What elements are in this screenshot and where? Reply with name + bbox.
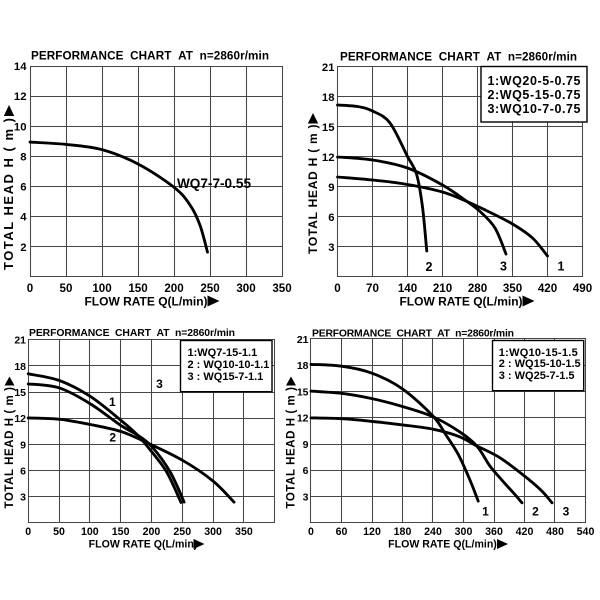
svg-text:14: 14 [14,61,27,73]
svg-text:2 : WQ10-10-1.1: 2 : WQ10-10-1.1 [188,359,270,371]
svg-text:300: 300 [204,526,222,538]
svg-text:1:WQ20-5-0.75: 1:WQ20-5-0.75 [488,74,581,88]
svg-text:1:WQ10-15-1.5: 1:WQ10-15-1.5 [499,347,578,359]
svg-text:15: 15 [297,386,309,398]
svg-text:3 : WQ25-7-1.5: 3 : WQ25-7-1.5 [499,370,575,382]
svg-text:1: 1 [482,505,489,519]
svg-text:350: 350 [272,282,291,295]
svg-text:240: 240 [424,526,442,538]
svg-text:12: 12 [297,413,309,425]
svg-text:2: 2 [426,260,433,274]
svg-text:TOTAL HEAD H ( m ): TOTAL HEAD H ( m ) [1,118,16,270]
svg-text:200: 200 [164,282,183,295]
svg-text:350: 350 [235,526,253,538]
svg-text:1: 1 [558,260,565,274]
svg-text:1:WQ7-15-1.1: 1:WQ7-15-1.1 [188,347,258,359]
svg-text:1: 1 [109,395,116,409]
svg-text:120: 120 [363,526,381,538]
svg-text:18: 18 [14,361,26,373]
svg-text:60: 60 [336,526,348,538]
svg-text:18: 18 [322,92,335,104]
svg-text:6: 6 [303,465,309,477]
svg-text:PERFORMANCE CHART AT n=2860: PERFORMANCE CHART AT n=2860r/min [312,329,514,340]
svg-text:480: 480 [546,526,564,538]
svg-text:9: 9 [20,439,26,451]
svg-text:6: 6 [20,465,26,477]
svg-text:15: 15 [322,122,335,134]
svg-text:2: 2 [20,242,26,254]
svg-text:70: 70 [366,282,379,295]
svg-text:2: 2 [109,431,116,445]
svg-text:9: 9 [328,182,334,194]
svg-text:FLOW RATE Q(L/min): FLOW RATE Q(L/min) [84,295,207,309]
svg-text:350: 350 [503,282,522,295]
svg-text:0: 0 [27,282,33,295]
svg-text:2 : WQ15-10-1.5: 2 : WQ15-10-1.5 [499,358,581,370]
svg-text:250: 250 [173,526,191,538]
svg-text:250: 250 [200,282,219,295]
svg-text:180: 180 [394,526,412,538]
svg-text:21: 21 [14,335,26,347]
svg-text:4: 4 [20,212,27,224]
svg-text:8: 8 [20,151,26,163]
svg-text:3: 3 [563,505,570,519]
svg-text:100: 100 [81,526,99,538]
svg-text:PERFORMANCE CHART AT n=2860: PERFORMANCE CHART AT n=2860r/min [29,328,235,339]
svg-text:420: 420 [538,282,557,295]
svg-text:100: 100 [92,282,111,295]
svg-text:FLOW RATE Q(L/min): FLOW RATE Q(L/min) [399,295,522,309]
svg-text:540: 540 [577,526,595,538]
svg-text:PERFORMANCE CHART AT n=2860: PERFORMANCE CHART AT n=2860r/min [31,50,269,63]
svg-text:12: 12 [14,413,26,425]
svg-text:3: 3 [303,492,309,504]
svg-text:3: 3 [20,492,26,504]
svg-text:6: 6 [328,212,334,224]
svg-text:21: 21 [297,334,309,346]
svg-text:280: 280 [468,282,487,295]
svg-text:FLOW RATE Q(L/min): FLOW RATE Q(L/min) [388,539,497,551]
svg-text:FLOW RATE Q(L/min): FLOW RATE Q(L/min) [89,539,198,551]
svg-text:PERFORMANCE CHART AT n=2860: PERFORMANCE CHART AT n=2860r/min [340,51,577,64]
svg-text:18: 18 [297,360,309,372]
svg-text:6: 6 [20,182,26,194]
svg-text:3: 3 [156,377,163,391]
svg-text:300: 300 [236,282,255,295]
svg-text:0: 0 [334,282,340,295]
svg-text:TOTAL HEAD H ( m ): TOTAL HEAD H ( m ) [286,387,298,509]
svg-text:490: 490 [573,282,592,295]
svg-text:420: 420 [516,526,534,538]
svg-text:300: 300 [455,526,473,538]
svg-text:0: 0 [308,526,314,538]
svg-text:9: 9 [303,439,309,451]
svg-text:TOTAL HEAD H ( m ): TOTAL HEAD H ( m ) [306,124,320,254]
svg-text:3 : WQ15-7-1.1: 3 : WQ15-7-1.1 [188,371,264,383]
svg-text:50: 50 [53,526,65,538]
svg-text:12: 12 [14,91,27,103]
svg-text:150: 150 [112,526,130,538]
svg-text:2:WQ5-15-0.75: 2:WQ5-15-0.75 [488,88,581,102]
svg-text:2: 2 [532,505,539,519]
svg-text:0: 0 [25,526,31,538]
svg-text:10: 10 [14,121,27,133]
svg-text:TOTAL HEAD H ( m ): TOTAL HEAD H ( m ) [4,387,16,509]
svg-text:12: 12 [322,152,335,164]
svg-text:21: 21 [322,62,335,74]
svg-text:150: 150 [128,282,147,295]
svg-text:WQ7-7-0.55: WQ7-7-0.55 [177,176,251,191]
svg-text:210: 210 [433,282,452,295]
svg-text:3:WQ10-7-0.75: 3:WQ10-7-0.75 [488,102,581,116]
svg-text:15: 15 [14,387,26,399]
svg-text:3: 3 [328,242,334,254]
svg-text:360: 360 [485,526,503,538]
svg-text:200: 200 [143,526,161,538]
svg-text:3: 3 [500,260,507,274]
svg-text:140: 140 [398,282,417,295]
svg-text:50: 50 [60,282,73,295]
